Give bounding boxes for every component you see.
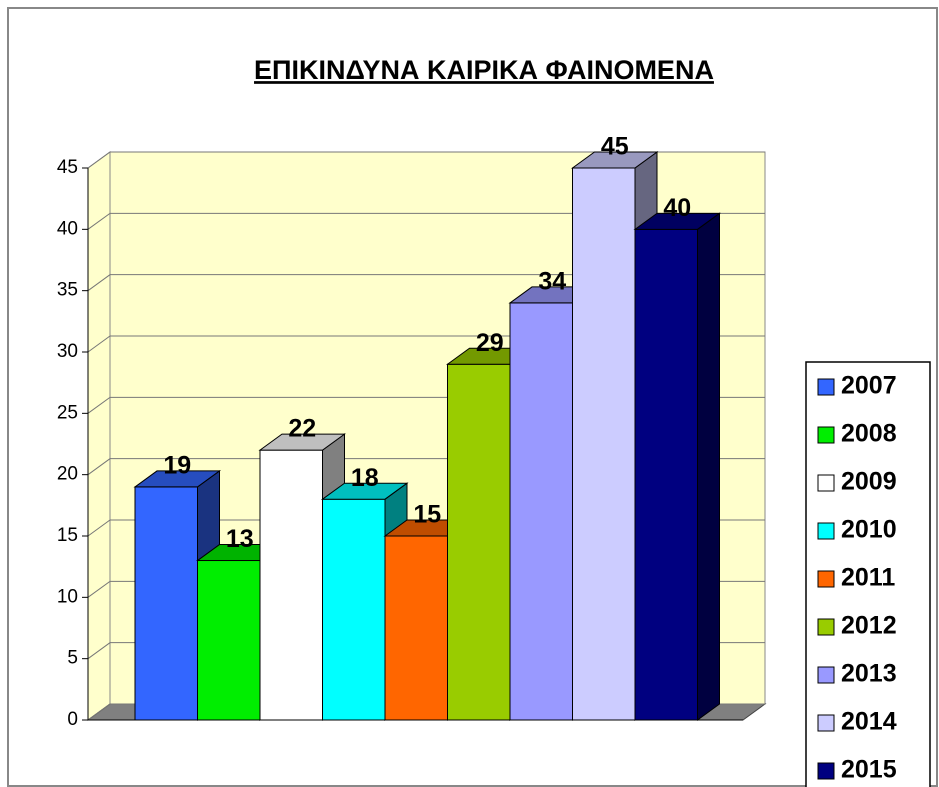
value-label: 22 xyxy=(288,415,316,443)
bar xyxy=(384,535,448,721)
bar xyxy=(322,498,386,721)
bar-top xyxy=(133,470,222,488)
value-label: 15 xyxy=(413,501,441,529)
y-tick-label: 25 xyxy=(57,402,78,423)
bar xyxy=(572,167,636,721)
bar xyxy=(134,486,198,721)
legend-swatch xyxy=(817,474,835,492)
bar xyxy=(197,560,261,721)
value-label: 19 xyxy=(163,452,191,480)
y-tick-label: 15 xyxy=(57,525,78,546)
value-label: 40 xyxy=(663,194,691,222)
value-label: 13 xyxy=(226,525,254,553)
y-tick-label: 45 xyxy=(57,157,78,178)
y-tick-label: 35 xyxy=(57,280,78,301)
bar xyxy=(259,449,323,721)
y-tick-label: 30 xyxy=(57,341,78,362)
bar-side xyxy=(697,212,720,721)
bar-top xyxy=(258,433,347,451)
bar xyxy=(509,302,573,721)
y-tick-label: 40 xyxy=(57,218,78,239)
bar-top xyxy=(633,212,722,230)
legend-label: 2010 xyxy=(841,516,897,544)
bar xyxy=(634,228,698,721)
legend-label: 2009 xyxy=(841,468,897,496)
legend-label: 2013 xyxy=(841,660,897,688)
legend-swatch xyxy=(817,666,835,684)
value-label: 18 xyxy=(351,464,379,492)
y-tick-label: 10 xyxy=(57,586,78,607)
bar-top xyxy=(320,482,409,500)
value-label: 29 xyxy=(476,329,504,357)
value-label: 34 xyxy=(538,268,566,296)
legend-swatch xyxy=(817,762,835,780)
legend-swatch xyxy=(817,714,835,732)
value-label: 45 xyxy=(601,133,629,161)
legend-label: 2015 xyxy=(841,756,897,784)
y-tick-label: 5 xyxy=(67,648,78,669)
y-tick-label: 20 xyxy=(57,464,78,485)
legend-label: 2008 xyxy=(841,420,897,448)
bar-top xyxy=(570,151,659,169)
legend-swatch xyxy=(817,618,835,636)
grid-line xyxy=(87,274,765,292)
side-wall xyxy=(87,151,111,721)
legend-label: 2014 xyxy=(841,708,897,736)
y-tick-label: 0 xyxy=(67,709,78,730)
legend-swatch xyxy=(817,426,835,444)
legend-label: 2012 xyxy=(841,612,897,640)
legend-swatch xyxy=(817,570,835,588)
legend-label: 2007 xyxy=(841,372,897,400)
bar xyxy=(447,363,511,721)
grid-line xyxy=(87,151,765,169)
legend-swatch xyxy=(817,522,835,540)
grid-line xyxy=(87,212,765,230)
legend-swatch xyxy=(817,378,835,396)
chart-title: ΕΠΙΚΙΝΔΥΝΑ ΚΑΙΡΙΚΑ ΦΑΙΝΟΜΕΝΑ xyxy=(254,55,714,85)
legend-label: 2011 xyxy=(841,564,895,592)
